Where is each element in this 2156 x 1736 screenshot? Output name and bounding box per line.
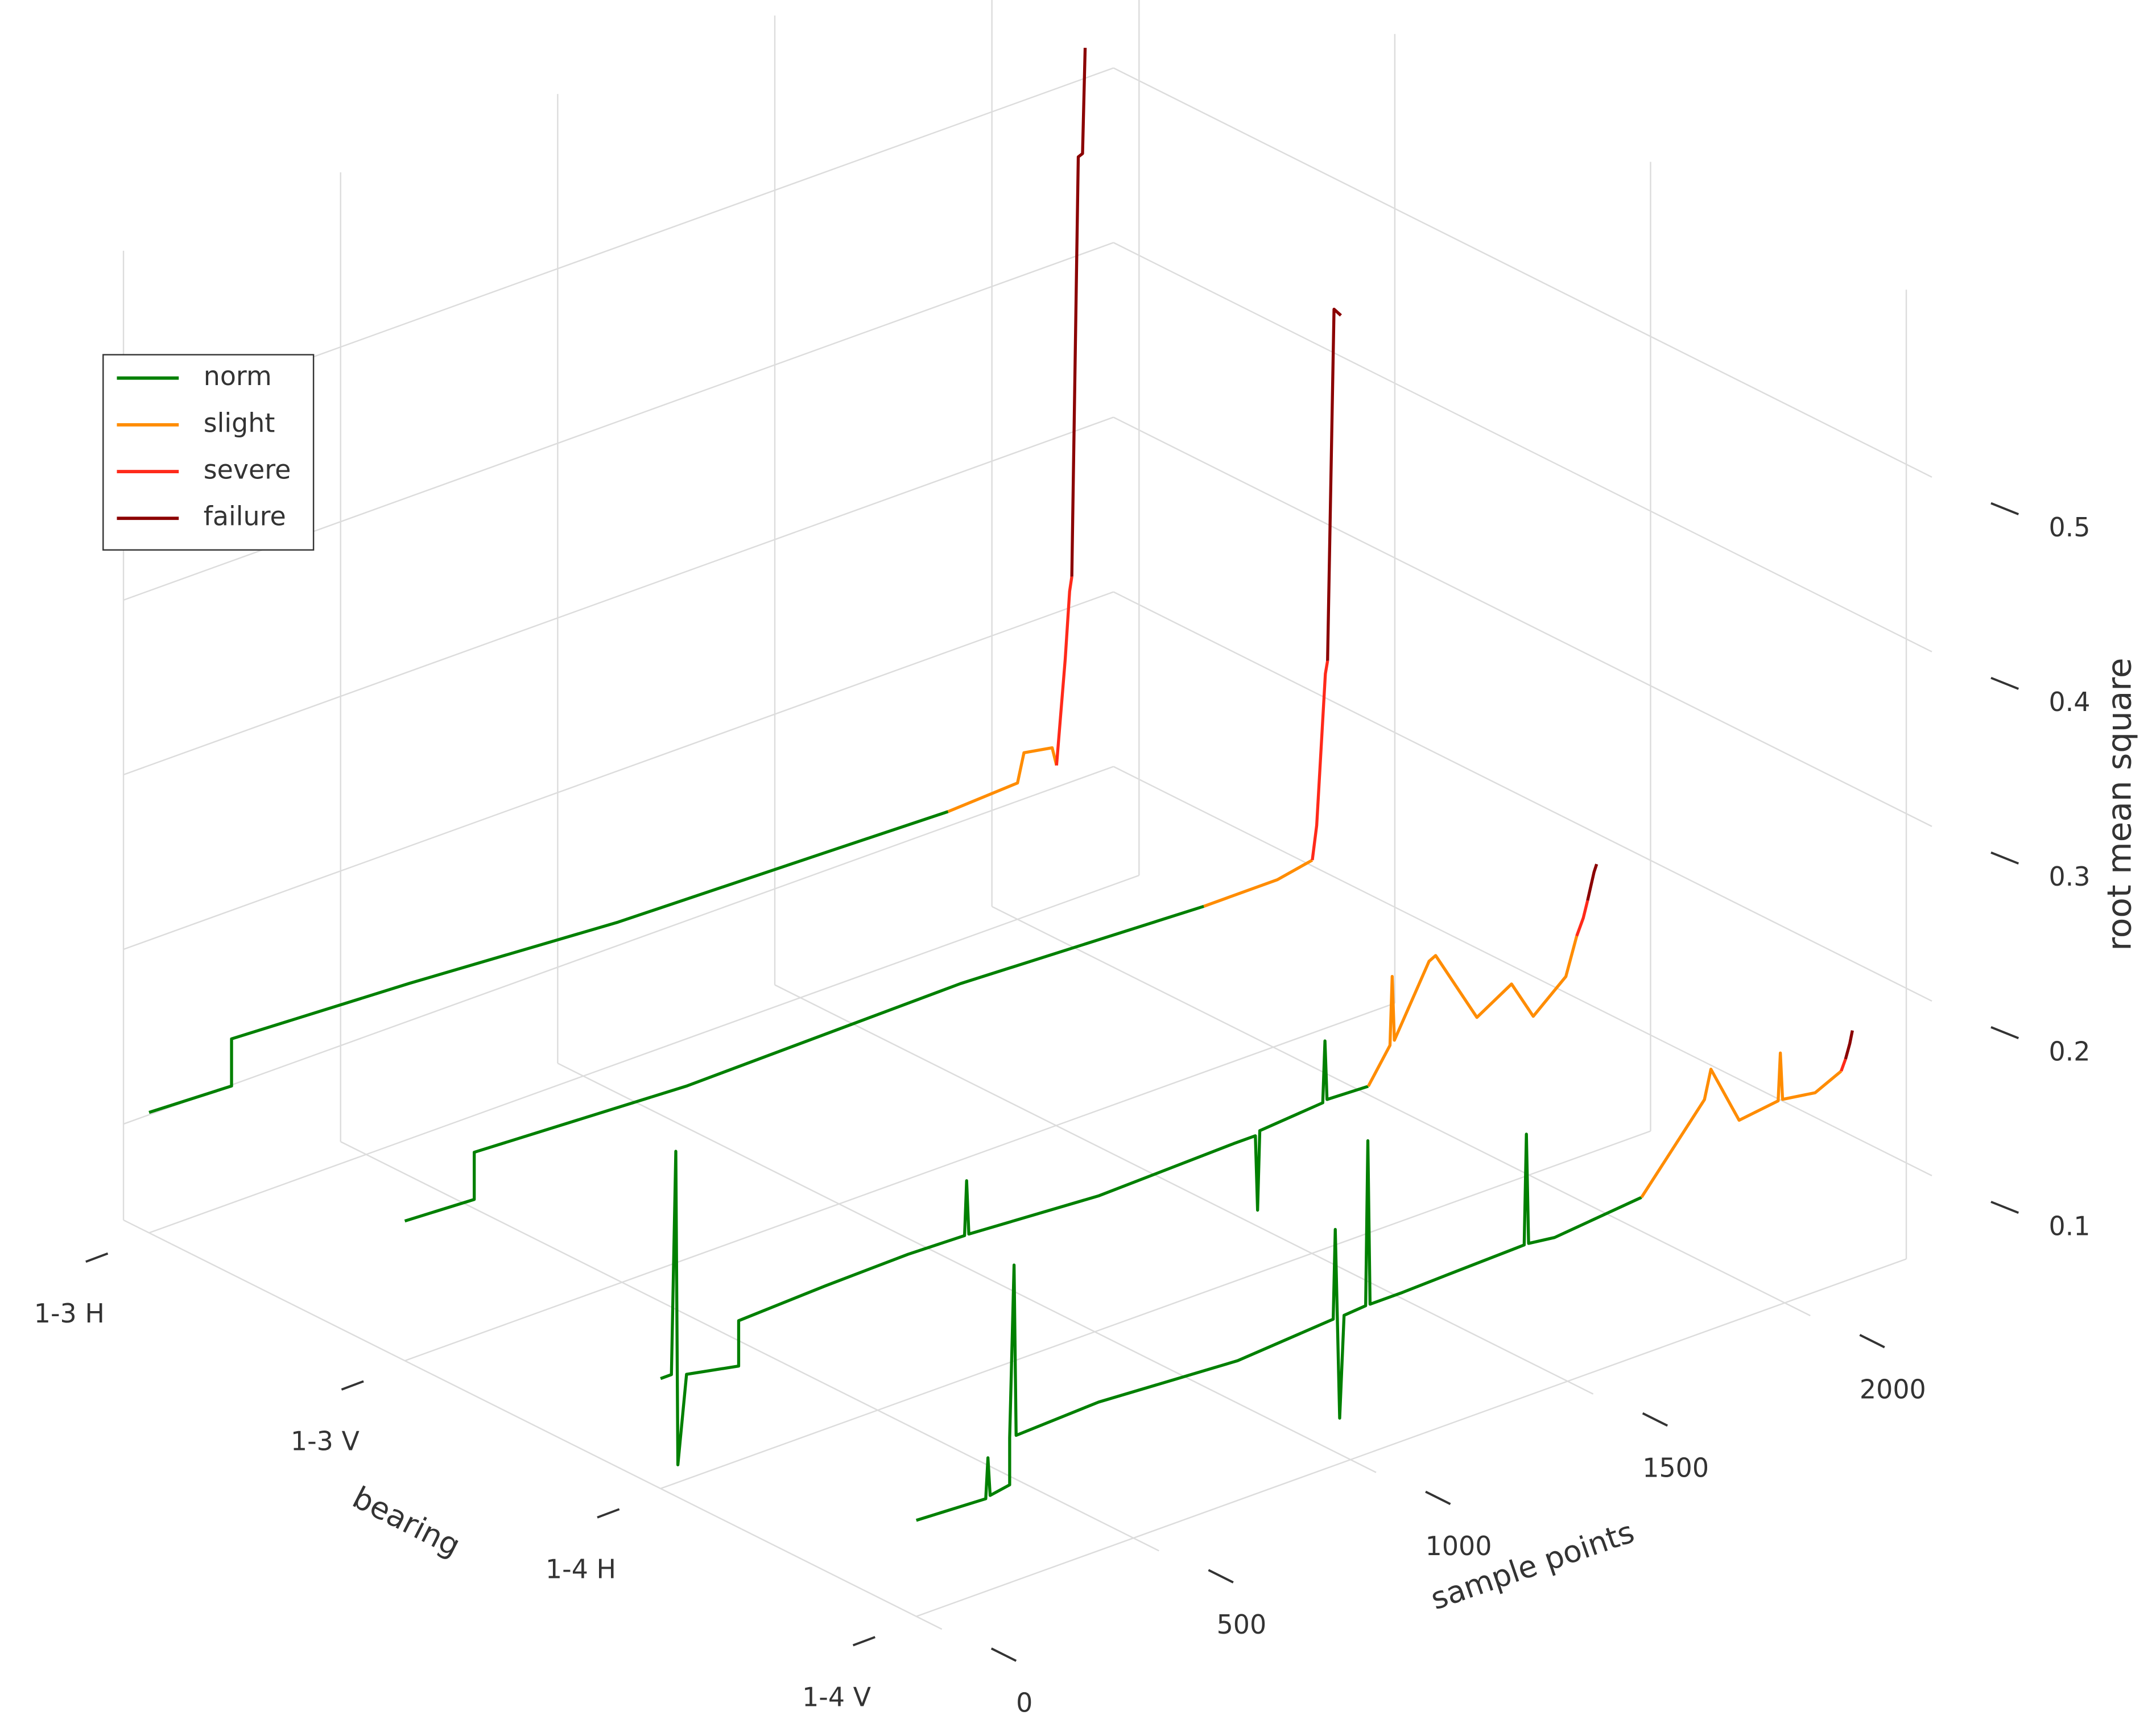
grid-line: [1113, 766, 1932, 1177]
data-line: [1055, 576, 1073, 766]
data-line: [660, 1039, 1369, 1466]
grid-line: [123, 766, 1114, 1125]
z-tick: [1990, 676, 2019, 690]
y-tick-label: 1-4 H: [546, 1554, 616, 1585]
y-tick: [341, 1380, 364, 1391]
legend-label: failure: [204, 501, 286, 532]
x-tick: [1642, 1412, 1668, 1427]
data-line: [1844, 1030, 1854, 1060]
grid-line: [123, 591, 1114, 950]
grid-line: [340, 1141, 1159, 1552]
y-tick-label: 1-3 H: [34, 1298, 105, 1329]
y-axis-label: bearing: [347, 1479, 466, 1563]
y-tick-label: 1-3 V: [291, 1426, 360, 1457]
data-line: [1070, 48, 1087, 577]
z-tick-label: 0.5: [2048, 512, 2090, 543]
data-line: [1640, 1051, 1843, 1198]
legend: norm slight severe failure: [102, 354, 315, 551]
grid-line: [557, 1063, 1377, 1473]
grid-line: [1113, 591, 1932, 1002]
x-tick-label: 500: [1217, 1609, 1267, 1640]
z-tick: [1990, 1201, 2019, 1214]
grid-line: [1113, 242, 1932, 652]
z-axis-label: root mean square: [2100, 658, 2139, 950]
data-line: [947, 746, 1058, 813]
x-tick-label: 0: [1016, 1688, 1032, 1718]
data-line: [404, 904, 1204, 1223]
data-line: [1839, 1058, 1847, 1072]
data-line: [148, 810, 949, 1114]
data-line: [1586, 863, 1599, 901]
x-tick-label: 2000: [1860, 1374, 1926, 1404]
z-tick-label: 0.2: [2048, 1036, 2090, 1067]
grid-line: [404, 1002, 1395, 1362]
x-tick: [1425, 1490, 1451, 1505]
y-tick: [852, 1636, 875, 1647]
legend-label: slight: [204, 407, 275, 438]
data-line: [1203, 858, 1314, 908]
x-tick: [1208, 1569, 1234, 1584]
grid-line: [123, 1219, 943, 1630]
data-line: [1326, 307, 1342, 661]
legend-label: severe: [204, 454, 291, 485]
z-tick: [1990, 1026, 2019, 1039]
grid-line: [660, 1130, 1651, 1490]
grid-line: [992, 906, 1811, 1317]
data-line: [1575, 900, 1589, 937]
grid-line: [148, 874, 1139, 1234]
z-tick: [1990, 852, 2019, 865]
grid-line: [1113, 67, 1932, 478]
z-tick: [1990, 502, 2019, 515]
x-tick: [990, 1647, 1017, 1662]
x-tick: [1859, 1334, 1885, 1349]
x-tick-label: 1500: [1642, 1452, 1709, 1483]
z-tick-label: 0.4: [2048, 687, 2090, 717]
y-tick: [597, 1508, 620, 1519]
z-tick-label: 0.3: [2048, 861, 2090, 892]
grid-line: [1113, 416, 1932, 827]
legend-label: norm: [204, 361, 272, 391]
data-line: [1311, 660, 1329, 861]
data-line: [1366, 935, 1579, 1087]
y-tick: [85, 1252, 109, 1263]
plot-area: 0 500 1000 1500 2000 1-3 H 1-3 V 1-4 H 1-4 V 0.1 0…: [34, 0, 2139, 1718]
x-axis-label: sample points: [1426, 1514, 1638, 1617]
grid-line: [916, 1258, 1907, 1617]
data-line: [915, 1132, 1642, 1522]
grid-line: [774, 984, 1594, 1395]
x-tick-label: 1000: [1426, 1531, 1492, 1561]
y-tick-label: 1-4 V: [802, 1681, 872, 1712]
z-tick-label: 0.1: [2048, 1210, 2090, 1241]
grid-line: [123, 416, 1114, 776]
